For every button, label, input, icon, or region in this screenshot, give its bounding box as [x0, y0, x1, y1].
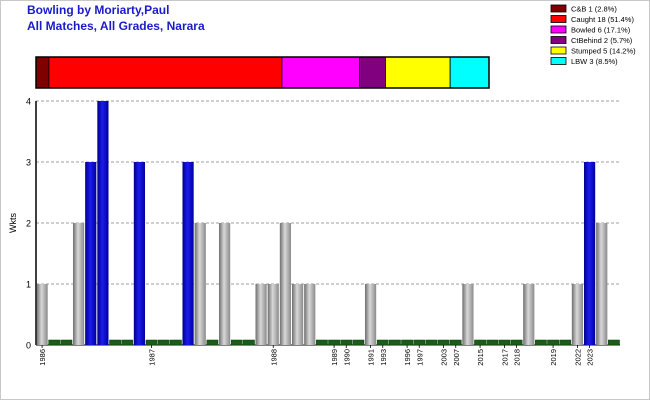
bar [364, 284, 377, 345]
bar [267, 284, 279, 345]
zero-bar [510, 339, 523, 346]
zero-bar [547, 339, 559, 346]
x-tick-label: 1986 [38, 349, 47, 366]
bar [194, 223, 206, 345]
bar [291, 284, 304, 345]
zero-bar [425, 339, 438, 346]
chart-title: Bowling by Moriarty,Paul [27, 3, 170, 17]
zero-bar [48, 339, 61, 346]
legend-swatch [550, 4, 567, 13]
legend-label: C&B 1 (2.8%) [571, 5, 617, 14]
dismissal-segment [281, 56, 360, 89]
zero-bar [145, 339, 158, 346]
bar [596, 223, 608, 345]
bar [72, 223, 85, 345]
legend-label: Caught 18 (51.4%) [571, 15, 634, 24]
zero-bar [474, 339, 486, 346]
zero-bar [316, 339, 328, 346]
zero-bar [449, 339, 462, 346]
zero-bar [437, 339, 450, 346]
y-tick-label: 3 [26, 158, 31, 168]
dismissal-bar-border [35, 56, 490, 89]
zero-bar [60, 339, 73, 346]
legend-label: LBW 3 (8.5%) [571, 57, 618, 66]
highlight-bar [583, 162, 596, 345]
x-tick-label: 2017 [500, 349, 509, 366]
legend-label: Stumped 5 (14.2%) [571, 47, 636, 56]
zero-bar [121, 339, 134, 346]
dismissal-segment [385, 56, 451, 89]
x-tick-label: 2019 [549, 349, 558, 366]
x-tick-label: 1989 [330, 349, 339, 366]
zero-bar [206, 339, 219, 346]
legend-swatch [550, 25, 567, 34]
zero-bar [376, 339, 389, 346]
zero-bar [413, 339, 426, 346]
zero-bar [486, 339, 499, 346]
dismissal-segment [48, 56, 283, 89]
dismissal-segment [449, 56, 490, 89]
y-tick-label: 1 [26, 280, 31, 290]
bar [218, 223, 231, 345]
zero-bar [243, 339, 255, 346]
legend-swatch [550, 15, 567, 23]
x-tick-label: 1987 [148, 349, 157, 366]
zero-bar [157, 339, 170, 346]
x-tick-label: 1991 [367, 349, 376, 366]
x-tick-label: 1990 [342, 349, 351, 366]
highlight-bar [133, 162, 146, 345]
y-axis-label: Wkts [8, 213, 18, 233]
x-tick-label: 1997 [415, 349, 424, 366]
chart-subtitle: All Matches, All Grades, Narara [27, 19, 205, 33]
x-tick-label: 2023 [586, 349, 595, 366]
x-tick-label: 2015 [476, 349, 485, 366]
bar [304, 284, 316, 345]
zero-bar [328, 339, 340, 346]
bar [36, 284, 48, 345]
bar [462, 284, 474, 345]
x-tick-label: 2022 [573, 349, 582, 366]
x-tick-label: 2007 [452, 349, 461, 366]
y-tick-label: 0 [26, 341, 31, 351]
zero-bar [559, 339, 572, 346]
y-tick-label: 4 [26, 97, 31, 107]
zero-bar [352, 339, 365, 346]
bar [255, 284, 267, 345]
x-tick-label: 1996 [403, 349, 412, 366]
y-tick-label: 2 [26, 219, 31, 229]
x-tick-label: 1988 [269, 349, 278, 366]
legend-label: CtBehind 2 (5.7%) [571, 36, 633, 45]
bar [523, 284, 535, 345]
legend-swatch [550, 57, 567, 65]
zero-bar [498, 339, 511, 346]
bar [571, 284, 584, 345]
dismissal-segment [359, 56, 386, 89]
highlight-bar [182, 162, 194, 345]
x-tick-label: 2018 [513, 349, 522, 366]
zero-bar [109, 339, 121, 346]
highlight-bar [97, 101, 109, 345]
legend-swatch [550, 46, 567, 55]
zero-bar [170, 339, 182, 346]
legend-swatch [550, 36, 567, 44]
zero-bar [230, 339, 243, 346]
zero-bar [401, 339, 413, 346]
zero-bar [389, 339, 401, 346]
x-tick-label: 1993 [379, 349, 388, 366]
zero-bar [608, 339, 620, 346]
x-tick-label: 2003 [440, 349, 449, 366]
bar [279, 223, 292, 345]
zero-bar [340, 339, 353, 346]
dismissal-segment [35, 56, 50, 89]
highlight-bar [85, 162, 97, 345]
zero-bar [535, 339, 547, 346]
legend-label: Bowled 6 (17.1%) [571, 26, 631, 35]
